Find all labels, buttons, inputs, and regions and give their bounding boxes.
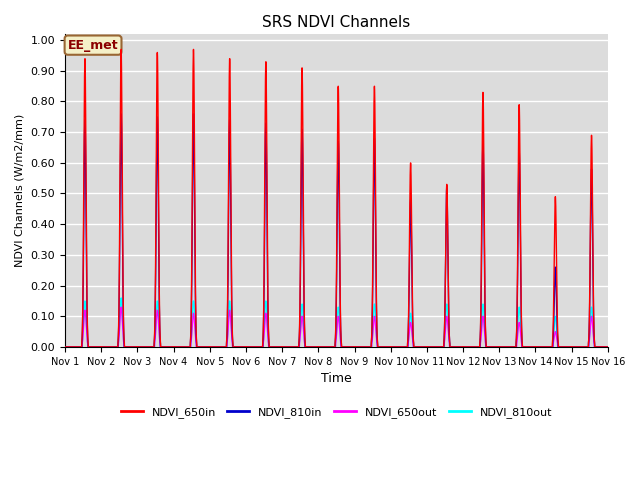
Text: EE_met: EE_met: [68, 38, 118, 52]
X-axis label: Time: Time: [321, 372, 352, 385]
Title: SRS NDVI Channels: SRS NDVI Channels: [262, 15, 410, 30]
Y-axis label: NDVI Channels (W/m2/mm): NDVI Channels (W/m2/mm): [15, 114, 25, 267]
Legend: NDVI_650in, NDVI_810in, NDVI_650out, NDVI_810out: NDVI_650in, NDVI_810in, NDVI_650out, NDV…: [116, 403, 557, 422]
